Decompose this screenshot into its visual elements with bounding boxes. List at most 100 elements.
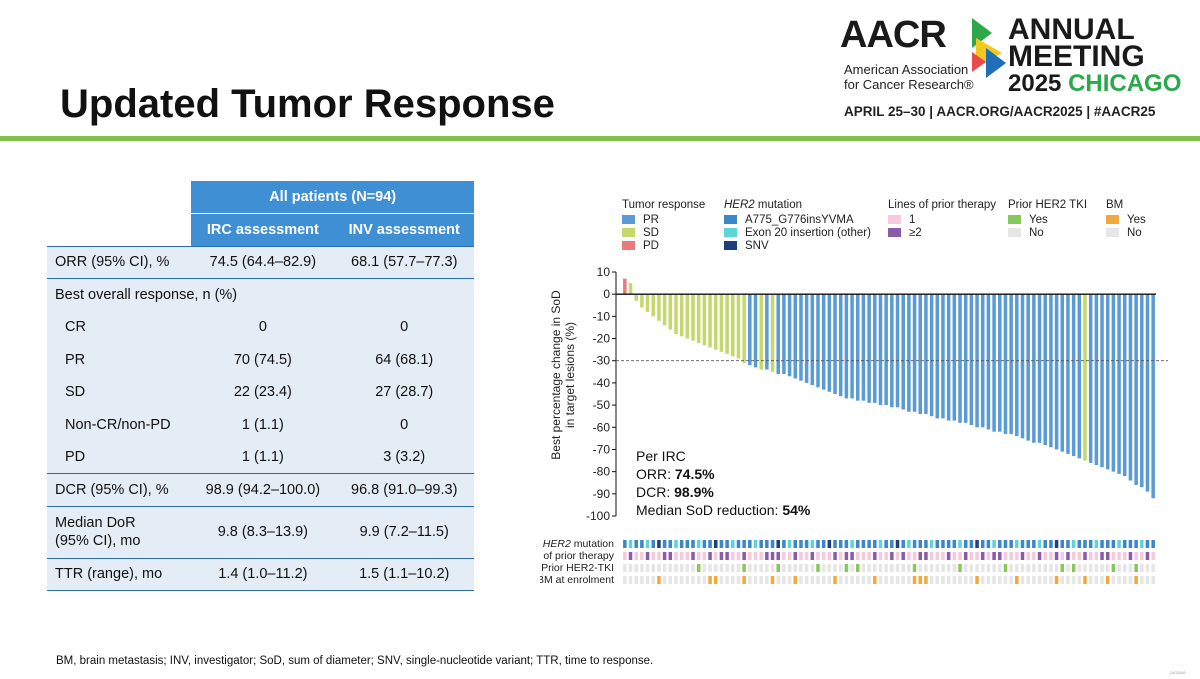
bm-track-cell [946, 576, 951, 584]
legend-title: Lines of prior therapy [888, 199, 997, 211]
table-row-pr: PR 70 (74.5) 64 (68.1) [47, 343, 474, 376]
waterfall-bar [952, 294, 957, 421]
bm-track-cell [1003, 576, 1008, 584]
lines-track-cell [1111, 552, 1116, 560]
waterfall-bar [799, 294, 803, 381]
table-row-dor: Median DoR (95% CI), mo 9.8 (8.3–13.9) 9… [47, 506, 474, 558]
bm-track-cell [787, 576, 792, 584]
bm-track-cell [1122, 576, 1127, 584]
tki-track-cell [787, 564, 792, 572]
y-tick-label: -70 [593, 442, 611, 456]
bm-track-cell [878, 576, 883, 584]
her2-track-cell [992, 540, 996, 548]
her2-track-cell [1151, 540, 1155, 548]
bm-track-cell [890, 576, 894, 584]
bm-track-cell [838, 576, 843, 584]
bm-track-cell [861, 576, 866, 584]
a775-swatch [724, 215, 737, 224]
bm-track-cell [662, 576, 667, 584]
waterfall-bar [679, 294, 684, 337]
y-tick-label: -30 [593, 354, 611, 368]
table-group-header-row: All patients (N=94) [47, 181, 474, 214]
waterfall-bar [878, 294, 883, 406]
bm-track-cell [952, 576, 957, 584]
bm-track-cell [827, 576, 832, 584]
bm-track-cell [1151, 576, 1155, 584]
bm-track-cell [674, 576, 678, 584]
irc-value: 1 (1.1) [241, 449, 284, 465]
her2-track-cell [640, 540, 644, 548]
orr-label: ORR: [636, 466, 675, 482]
her2-track-cell [787, 540, 792, 548]
table-row-pd: PD 1 (1.1) 3 (3.2) [47, 441, 474, 474]
y-axis-label: Best percentage change in SoD in target … [549, 290, 577, 460]
tki-track-cell [634, 564, 638, 572]
lines-track-cell [1145, 552, 1150, 560]
bm-track-cell [1060, 576, 1065, 584]
tki-track-cell [742, 564, 746, 572]
waterfall-bar [929, 294, 934, 417]
tki-track-cell [679, 564, 684, 572]
tki-track-cell [719, 564, 724, 572]
her2-track-cell [651, 540, 655, 548]
table-row-orr: ORR (95% CI), % 74.5 (64.4–82.9) 68.1 (5… [47, 246, 474, 279]
her2-track-cell [935, 540, 940, 548]
table-row-cr: CR 0 0 [47, 311, 474, 344]
waterfall-bar [804, 294, 809, 383]
bm-track-cell [912, 576, 917, 584]
her2-track-cell [1049, 540, 1053, 548]
lines-track-cell [651, 552, 655, 560]
org-line-1: American Association [844, 62, 969, 77]
bm-track-cell [986, 576, 991, 584]
track-label-lines: Lines of prior therapy [540, 550, 615, 562]
her2-track-cell [810, 540, 815, 548]
waterfall-bar [657, 294, 661, 321]
table-row-bor: Best overall response, n (%) [47, 278, 474, 311]
waterfall-bar [753, 294, 758, 368]
lines-track-cell [645, 552, 650, 560]
lines-track-cell [844, 552, 849, 560]
her2-track-cell [691, 540, 695, 548]
waterfall-bar [651, 294, 655, 317]
exon20-swatch [724, 228, 737, 237]
orr-value: 74.5% [675, 466, 715, 482]
irc-value: 0 [258, 319, 267, 336]
bm-track-cell [1032, 576, 1036, 584]
waterfall-bar [793, 294, 798, 379]
tki-track-cell [958, 564, 962, 572]
lines-track-cell [850, 552, 854, 560]
tki-track-cell [1140, 564, 1144, 572]
legend-her2-mutation: HER2 mutation A775_G776insYVMA Exon 20 i… [724, 199, 871, 252]
tki-track-cell [725, 564, 729, 572]
her2-track-cell [1111, 540, 1116, 548]
her2-track-cell [782, 540, 786, 548]
her2-track-cell [980, 540, 985, 548]
tki-track-cell [912, 564, 917, 572]
tki-track-cell [850, 564, 854, 572]
tki-track-cell [748, 564, 752, 572]
tki-track-cell [770, 564, 775, 572]
lines-track-cell [662, 552, 667, 560]
tki-track-cell [895, 564, 900, 572]
annotation-median: Median SoD reduction: 54% [636, 502, 811, 518]
lines-track-cell [821, 552, 826, 560]
waterfall-bar [912, 294, 917, 412]
waterfall-bar [946, 294, 951, 421]
bm-track-cell [1020, 576, 1025, 584]
bm-track-cell [782, 576, 786, 584]
tki-track-cell [753, 564, 758, 572]
tki-track-cell [998, 564, 1002, 572]
lines-track-cell [1003, 552, 1008, 560]
legend-item: Yes [1106, 213, 1146, 226]
lines-track-cell [623, 552, 627, 560]
legend-label: Yes [1127, 213, 1146, 226]
bm-track-cell [753, 576, 758, 584]
org-line-2: for Cancer Research® [844, 77, 974, 92]
bm-track-cell [1140, 576, 1144, 584]
irc-value: 1.4 (1.0–11.2) [218, 566, 308, 583]
lines-track-cell [1117, 552, 1121, 560]
her2-track-cell [719, 540, 724, 548]
track-label-italic: HER2 [543, 538, 571, 550]
lines-track-cell [1077, 552, 1082, 560]
waterfall-bar [969, 294, 974, 426]
